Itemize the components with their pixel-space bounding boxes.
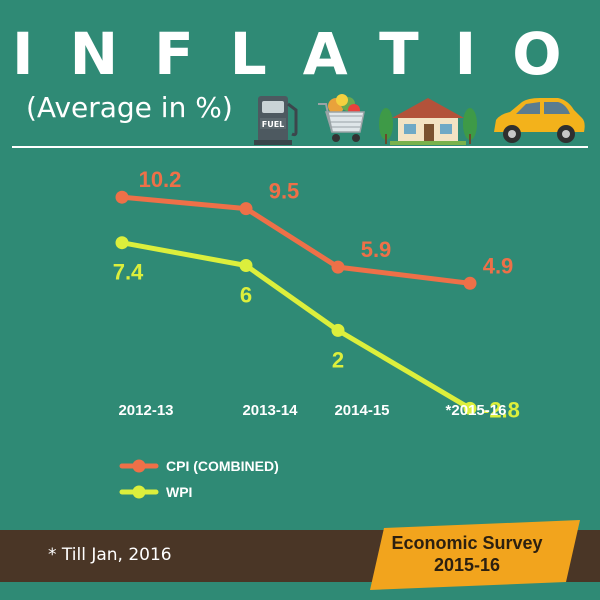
x-tick-label-1: 2012-13 (118, 402, 173, 419)
house-icon (379, 98, 477, 145)
data-point-cpi-combined-3 (331, 260, 345, 274)
fuel-pump-icon: FUEL (254, 96, 298, 145)
page-subtitle: (Average in %) (26, 91, 233, 124)
source-label: Economic Survey 2015-16 (382, 532, 552, 576)
data-point-cpi-combined-2 (239, 202, 253, 216)
title-divider (12, 146, 588, 148)
series-line-cpi-combined (119, 194, 473, 286)
inflation-line-chart: 10.2 9.5 5.9 4.9 7.4 6 2 -2.8 2012-13 2013-14 201… (113, 167, 520, 500)
data-point-cpi-combined-4 (463, 276, 477, 290)
x-tick-label-2: 2013-14 (242, 402, 298, 419)
data-label-cpi-combined-1: 10.2 (139, 167, 182, 192)
grocery-cart-icon (318, 94, 365, 142)
fuel-label: FUEL (262, 120, 285, 129)
data-point-wpi-3 (331, 323, 345, 337)
data-label-wpi-4: -2.8 (482, 397, 520, 422)
series-line-wpi (119, 240, 473, 411)
car-icon (494, 98, 585, 143)
source-line-2: 2015-16 (433, 555, 501, 575)
page-title: INFLATION (12, 20, 600, 88)
legend-marker-cpi-combined (132, 459, 146, 473)
data-label-cpi-combined-4: 4.9 (483, 253, 514, 278)
data-label-cpi-combined-2: 9.5 (269, 179, 300, 204)
source-line-1: Economic Survey (391, 533, 543, 553)
footnote: * Till Jan, 2016 (48, 545, 172, 565)
legend-label-cpi-combined: CPI (COMBINED) (166, 458, 279, 474)
data-label-cpi-combined-3: 5.9 (361, 237, 392, 262)
data-label-wpi-2: 6 (240, 283, 252, 308)
data-label-wpi-3: 2 (332, 347, 344, 372)
legend-label-wpi: WPI (166, 484, 192, 500)
data-point-wpi-2 (239, 259, 253, 272)
data-point-wpi-4 (463, 401, 477, 415)
legend-marker-wpi (132, 485, 146, 499)
x-tick-label-4: *2015-16 (446, 402, 507, 419)
source-badge (370, 520, 580, 590)
x-tick-label-3: 2014-15 (334, 402, 389, 419)
data-label-wpi-1: 7.4 (113, 260, 144, 285)
data-point-cpi-combined-1 (115, 190, 129, 204)
data-point-wpi-1 (115, 236, 129, 250)
